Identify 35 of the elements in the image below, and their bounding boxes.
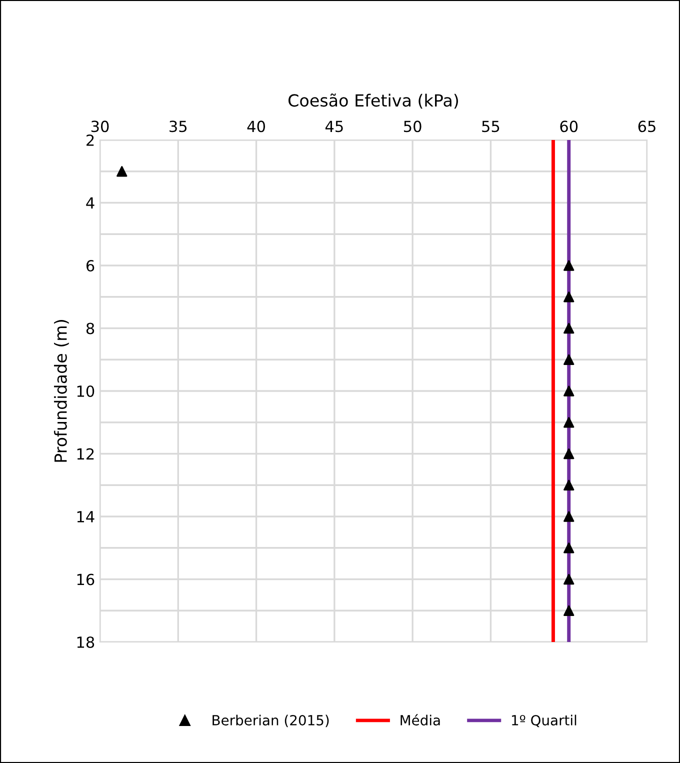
legend-label: 1º Quartil <box>512 714 576 728</box>
legend-label: Berberian (2015) <box>212 714 329 728</box>
y-tick-label: 6 <box>86 260 94 272</box>
y-tick-label: 2 <box>86 134 94 146</box>
y-tick-label: 12 <box>77 448 94 460</box>
point <box>564 511 574 522</box>
x-tick-label: 60 <box>560 120 578 132</box>
point <box>564 417 574 428</box>
x-tick-label: 55 <box>482 120 500 132</box>
y-tick-label: 4 <box>86 197 94 209</box>
point <box>564 322 574 334</box>
point <box>564 448 574 460</box>
point <box>564 605 574 616</box>
x-tick-label: 50 <box>404 120 422 132</box>
x-axis-title: Coesão Efetiva (kPa) <box>288 94 458 109</box>
point <box>564 260 574 271</box>
x-tick-label: 45 <box>325 120 343 132</box>
point <box>116 166 128 177</box>
y-tick-label: 8 <box>86 322 94 334</box>
x-tick-label: 40 <box>247 120 265 132</box>
y-tick-label: 16 <box>77 574 94 586</box>
x-tick-label: 30 <box>91 120 109 132</box>
point <box>564 354 574 365</box>
point <box>564 386 574 396</box>
x-tick-label: 35 <box>170 120 187 132</box>
point <box>564 542 574 554</box>
y-axis-title: Profundidade (m) <box>54 320 69 462</box>
point <box>564 480 574 490</box>
x-tick-label: 65 <box>638 120 656 132</box>
point <box>564 574 574 585</box>
y-tick-label: 18 <box>77 636 94 648</box>
point <box>564 292 574 302</box>
y-tick-label: 10 <box>77 385 94 398</box>
y-tick-label: 14 <box>77 511 94 522</box>
legend-label: Média <box>400 714 440 726</box>
